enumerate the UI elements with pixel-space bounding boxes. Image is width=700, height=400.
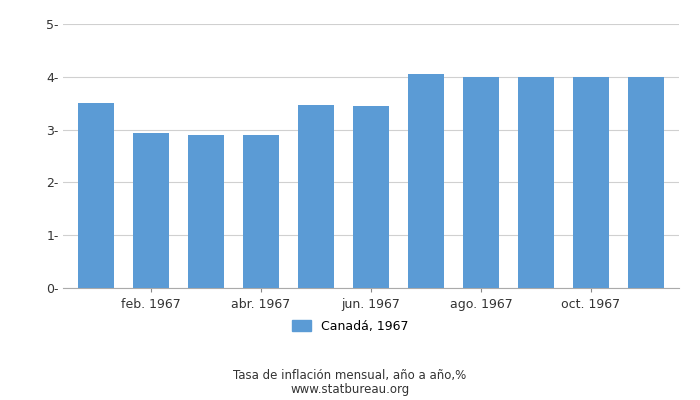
Bar — [518, 77, 554, 288]
Bar — [463, 77, 499, 288]
Bar — [188, 135, 224, 288]
Bar — [573, 77, 609, 288]
Bar — [243, 135, 279, 288]
Bar — [628, 77, 664, 288]
Bar — [298, 105, 334, 288]
Bar — [408, 74, 444, 288]
Bar — [133, 133, 169, 288]
Bar — [353, 106, 389, 288]
Text: www.statbureau.org: www.statbureau.org — [290, 383, 410, 396]
Text: Tasa de inflación mensual, año a año,%: Tasa de inflación mensual, año a año,% — [233, 370, 467, 382]
Bar — [78, 103, 114, 288]
Legend: Canadá, 1967: Canadá, 1967 — [287, 315, 413, 338]
